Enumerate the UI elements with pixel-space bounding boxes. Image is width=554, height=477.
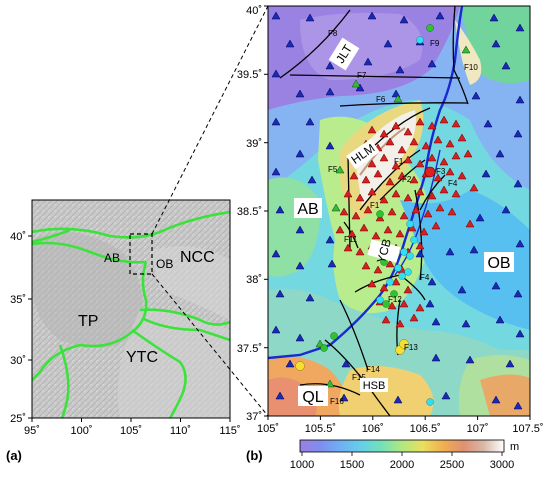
fault-f13: F13 bbox=[404, 343, 418, 352]
stations-green bbox=[315, 45, 471, 388]
b-ytick-5: 38˚ bbox=[246, 274, 262, 286]
block-boundaries bbox=[32, 210, 230, 418]
b-ytick-1: 40˚ bbox=[246, 5, 262, 17]
a-ytick-4: 25˚ bbox=[10, 413, 26, 425]
fault-f16: F16 bbox=[330, 397, 344, 406]
a-ytick-3: 30˚ bbox=[10, 355, 26, 367]
colorbar-ramp bbox=[299, 439, 505, 453]
b-ytick-7: 37˚ bbox=[246, 411, 262, 423]
region-ql: QL bbox=[298, 386, 328, 406]
cb-tick-4: 2500 bbox=[440, 459, 464, 471]
stations-cyan bbox=[376, 36, 434, 406]
region-ob-b: OB bbox=[484, 252, 514, 272]
fault-f6: F6 bbox=[376, 95, 386, 104]
a-region-ytc: YTC bbox=[126, 349, 158, 366]
region-ycb: YCB bbox=[367, 237, 401, 265]
fault-f7: F7 bbox=[357, 71, 367, 80]
fault-f2: F2 bbox=[402, 175, 412, 184]
a-region-tp: TP bbox=[78, 313, 98, 330]
panel-a-caption: (a) bbox=[6, 448, 22, 463]
yellow-river bbox=[268, 6, 464, 360]
b-ytick-6: 37.5˚ bbox=[237, 343, 262, 355]
stations-blue bbox=[271, 11, 525, 410]
b-xtick-3: 106˚ bbox=[362, 423, 384, 435]
panel-b-ticks bbox=[264, 5, 531, 420]
b-xtick-6: 107.5˚ bbox=[512, 423, 543, 435]
a-region-ab: AB bbox=[104, 251, 120, 265]
fault-f1: F1 bbox=[394, 157, 404, 166]
region-jlt: JLT bbox=[328, 37, 360, 71]
colorbar-unit: m bbox=[510, 441, 519, 453]
svg-text:YCB: YCB bbox=[374, 237, 394, 264]
fault-f14: F14 bbox=[366, 365, 380, 374]
epicenter-marker bbox=[424, 166, 436, 178]
panel-a-map: 95˚ 100˚ 105˚ 110˚ 115˚ 40˚ 35˚ 30˚ 25˚ … bbox=[6, 199, 241, 463]
stations-green-dot bbox=[320, 24, 434, 352]
a-xtick-2: 100˚ bbox=[70, 425, 92, 437]
fault-f15: F15 bbox=[352, 373, 366, 382]
fault-f8: F8 bbox=[328, 29, 338, 38]
fault-f3: F3 bbox=[436, 167, 446, 176]
svg-text:AB: AB bbox=[297, 201, 318, 218]
cb-tick-1: 1000 bbox=[290, 459, 314, 471]
cb-tick-2: 1500 bbox=[340, 459, 364, 471]
fault-f10: F10 bbox=[464, 63, 478, 72]
cb-tick-3: 2000 bbox=[390, 459, 414, 471]
fault-lines bbox=[279, 6, 469, 416]
b-xtick-4: 106.5˚ bbox=[410, 423, 441, 435]
fault-f4-b: F4 bbox=[420, 273, 430, 282]
a-region-ncc: NCC bbox=[180, 249, 215, 266]
fault-f1-b: F1 bbox=[370, 201, 380, 210]
fault-f4: F4 bbox=[448, 179, 458, 188]
svg-text:OB: OB bbox=[487, 255, 510, 272]
panel-b-map: F8 F9 F10 F7 F6 F5 F1 F2 F3 F4 F1 F11 F4… bbox=[237, 5, 544, 463]
panel-b-caption: (b) bbox=[246, 448, 263, 463]
a-xtick-4: 110˚ bbox=[170, 425, 191, 437]
b-ytick-4: 38.5˚ bbox=[237, 206, 262, 218]
a-xtick-1: 95˚ bbox=[24, 425, 40, 437]
b-ytick-3: 39˚ bbox=[246, 138, 262, 150]
a-ytick-1: 40˚ bbox=[10, 231, 26, 243]
cb-tick-5: 3000 bbox=[490, 459, 514, 471]
a-xtick-5: 115˚ bbox=[219, 425, 240, 437]
b-ytick-2: 39.5˚ bbox=[237, 69, 262, 81]
a-region-ob: OB bbox=[156, 257, 173, 271]
inset-connectors bbox=[151, 5, 269, 417]
a-xtick-3: 105˚ bbox=[120, 425, 142, 437]
svg-text:HSB: HSB bbox=[363, 380, 386, 392]
fault-f9: F9 bbox=[430, 39, 440, 48]
b-xtick-5: 107˚ bbox=[467, 423, 489, 435]
b-xtick-2: 105.5˚ bbox=[305, 423, 336, 435]
region-ab-b: AB bbox=[294, 198, 322, 218]
svg-text:QL: QL bbox=[302, 389, 323, 406]
study-area-box bbox=[129, 233, 153, 275]
panel-a-ticks bbox=[28, 235, 231, 422]
elevation-colorbar: 1000 1500 2000 2500 3000 m bbox=[290, 439, 519, 471]
fault-f11: F11 bbox=[344, 235, 358, 244]
region-hsb: HSB bbox=[360, 378, 388, 392]
b-xtick-1: 105˚ bbox=[257, 423, 279, 435]
fault-f12: F12 bbox=[388, 295, 402, 304]
fault-f5: F5 bbox=[328, 165, 338, 174]
a-ytick-2: 35˚ bbox=[10, 294, 26, 306]
